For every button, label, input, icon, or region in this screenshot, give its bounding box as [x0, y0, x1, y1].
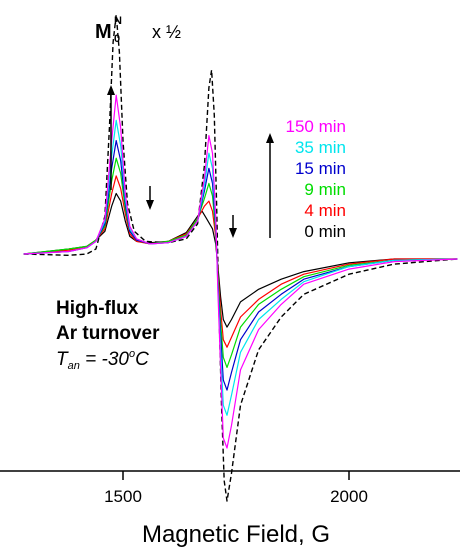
temp-unit: C	[135, 349, 149, 370]
legend-entry-35-min: 35 min	[295, 138, 346, 157]
condition-line-2: Ar turnover	[56, 323, 160, 344]
legend-entry-9-min: 9 min	[304, 180, 346, 199]
arrow-up-right-head	[266, 133, 274, 143]
x-axis: 1500 2000 Magnetic Field, G	[0, 470, 460, 548]
x-axis-title: Magnetic Field, G	[142, 521, 330, 548]
arrow-down-right-head	[229, 228, 237, 238]
reference-label: M N 0 x ½	[95, 15, 181, 45]
ref-label-sup: N	[114, 15, 122, 27]
legend: 150 min 35 min 15 min 9 min 4 min 0 min	[286, 117, 346, 241]
ref-label-m: M	[95, 21, 112, 43]
trend-arrows	[107, 85, 274, 238]
spectrum-curves	[23, 13, 458, 502]
condition-annotation: High-flux Ar turnover Tan = -30oC	[56, 298, 160, 372]
x-tick-label-1500: 1500	[104, 487, 142, 506]
legend-entry-4-min: 4 min	[304, 201, 346, 220]
legend-entry-0-min: 0 min	[304, 222, 346, 241]
condition-line-1: High-flux	[56, 298, 139, 319]
arrow-down-left-head	[146, 200, 154, 210]
temp-t: T	[56, 349, 69, 370]
series-line-150-min	[23, 94, 458, 449]
temperature-label: Tan = -30oC	[56, 348, 149, 372]
series-line-reference	[23, 13, 458, 502]
ref-label-sub: 0	[114, 33, 120, 45]
ref-scale: x ½	[152, 22, 181, 42]
temp-deg: o	[129, 348, 135, 360]
arrow-up-left-head	[107, 85, 115, 95]
temp-eq: = -30	[80, 349, 130, 370]
legend-entry-150-min: 150 min	[286, 117, 346, 136]
series-line-4-min	[23, 175, 458, 348]
legend-entry-15-min: 15 min	[295, 159, 346, 178]
temp-sub: an	[68, 360, 80, 372]
x-tick-label-2000: 2000	[330, 487, 368, 506]
